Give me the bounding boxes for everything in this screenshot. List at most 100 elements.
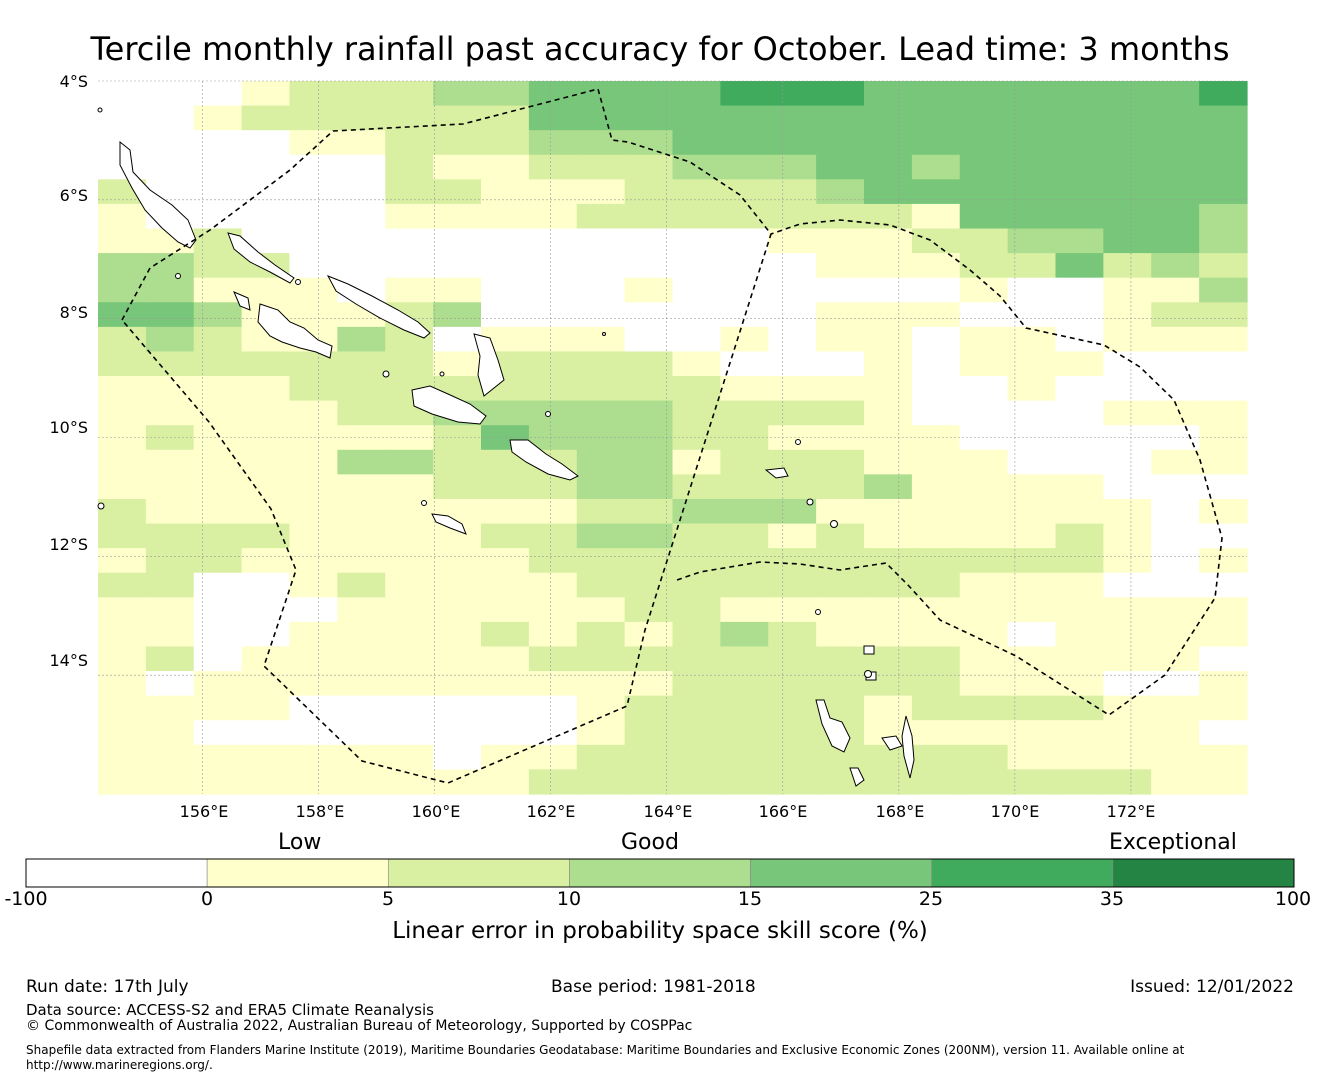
islet-1 xyxy=(97,107,103,113)
grid-cell-r27-c0 xyxy=(98,744,147,771)
grid-cell-r23-c11 xyxy=(624,646,674,672)
grid-cell-r23-c17 xyxy=(911,646,961,672)
grid-cell-r26-c12 xyxy=(672,720,721,746)
grid-cell-r0-c3 xyxy=(241,81,291,107)
grid-cell-r13-c10 xyxy=(576,400,626,426)
grid-cell-r9-c14 xyxy=(768,302,817,328)
grid-cell-r12-c4 xyxy=(289,376,338,402)
grid-cell-r24-c17 xyxy=(911,671,961,697)
copyright: © Commonwealth of Australia 2022, Austra… xyxy=(26,1018,693,1034)
lon-label-164e: 164°E xyxy=(643,802,693,821)
grid-cell-r10-c19 xyxy=(1007,326,1057,353)
grid-cell-r8-c12 xyxy=(672,277,721,303)
grid-cell-r11-c16 xyxy=(864,351,913,377)
grid-cell-r6-c13 xyxy=(720,228,769,254)
grid-cell-r5-c9 xyxy=(528,203,578,230)
grid-cell-r14-c9 xyxy=(528,425,578,451)
island-rennell xyxy=(431,513,467,535)
grid-cell-r7-c10 xyxy=(576,253,626,279)
grid-cell-r22-c16 xyxy=(864,621,913,648)
grid-cell-r11-c12 xyxy=(672,351,721,377)
grid-cell-r1-c2 xyxy=(193,105,243,131)
grid-cell-r18-c11 xyxy=(624,523,674,549)
grid-cell-r23-c21 xyxy=(1103,646,1152,672)
grid-cell-r2-c2 xyxy=(193,130,243,156)
grid-cell-r17-c21 xyxy=(1103,498,1152,525)
grid-cell-r18-c13 xyxy=(720,523,769,549)
grid-cell-r0-c16 xyxy=(864,81,913,107)
grid-cell-r28-c18 xyxy=(959,769,1009,795)
grid-cell-r11-c6 xyxy=(385,351,434,377)
grid-cell-r22-c17 xyxy=(911,621,961,648)
grid-cell-r13-c23 xyxy=(1199,400,1248,426)
grid-cell-r4-c12 xyxy=(672,179,721,205)
grid-cell-r27-c13 xyxy=(720,744,769,771)
grid-cell-r8-c3 xyxy=(241,277,291,303)
grid-cell-r14-c22 xyxy=(1151,425,1200,451)
grid-cell-r13-c1 xyxy=(145,400,195,426)
grid-cell-r23-c5 xyxy=(337,646,386,672)
grid-cell-r21-c22 xyxy=(1151,597,1200,623)
grid-cell-r3-c17 xyxy=(911,154,961,180)
grid-cell-r5-c2 xyxy=(193,203,243,230)
grid-cell-r0-c1 xyxy=(145,81,195,107)
grid-cell-r4-c23 xyxy=(1199,179,1248,205)
grid-cell-r2-c10 xyxy=(576,130,626,156)
grid-cell-r23-c22 xyxy=(1151,646,1200,672)
grid-cell-r25-c1 xyxy=(145,695,195,721)
grid-cell-r26-c0 xyxy=(98,720,147,746)
grid-cell-r26-c2 xyxy=(193,720,243,746)
grid-cell-r12-c5 xyxy=(337,376,386,402)
grid-cell-r13-c15 xyxy=(816,400,865,426)
grid-cell-r13-c13 xyxy=(720,400,769,426)
grid-cell-r17-c22 xyxy=(1151,498,1200,525)
grid-cell-r10-c17 xyxy=(911,326,961,353)
grid-cell-r28-c5 xyxy=(337,769,386,795)
grid-cell-r20-c7 xyxy=(433,572,482,598)
grid-cell-r7-c16 xyxy=(864,253,913,279)
grid-cell-r18-c22 xyxy=(1151,523,1200,549)
grid-cell-r15-c7 xyxy=(433,449,482,475)
island-maewo xyxy=(849,767,865,787)
grid-cell-r24-c6 xyxy=(385,671,434,697)
grid-cell-r11-c11 xyxy=(624,351,674,377)
grid-cell-r18-c17 xyxy=(911,523,961,549)
grid-cell-r24-c18 xyxy=(959,671,1009,697)
grid-cell-r11-c18 xyxy=(959,351,1009,377)
grid-cell-r25-c4 xyxy=(289,695,338,721)
grid-cell-r8-c6 xyxy=(385,277,434,303)
grid-cell-r8-c16 xyxy=(864,277,913,303)
grid-cell-r2-c19 xyxy=(1007,130,1057,156)
grid-cell-r9-c10 xyxy=(576,302,626,328)
grid-cell-r22-c8 xyxy=(481,621,530,648)
grid-cell-r24-c4 xyxy=(289,671,338,697)
grid-cell-r8-c22 xyxy=(1151,277,1200,303)
grid-cell-r18-c2 xyxy=(193,523,243,549)
grid-cell-r25-c12 xyxy=(672,695,721,721)
grid-cell-r4-c8 xyxy=(481,179,530,205)
grid-cell-r16-c17 xyxy=(911,474,961,500)
grid-cell-r9-c21 xyxy=(1103,302,1152,328)
grid-cell-r26-c6 xyxy=(385,720,434,746)
grid-cell-r4-c22 xyxy=(1151,179,1200,205)
island-ndeni xyxy=(764,467,789,479)
grid-cell-r7-c17 xyxy=(911,253,961,279)
grid-cell-r12-c0 xyxy=(98,376,147,402)
grid-cell-r19-c0 xyxy=(98,548,147,574)
grid-cell-r10-c1 xyxy=(145,326,195,353)
grid-cell-r20-c21 xyxy=(1103,572,1152,598)
grid-cell-r18-c8 xyxy=(481,523,530,549)
grid-cell-r28-c14 xyxy=(768,769,817,795)
shapefile-credit: Shapefile data extracted from Flanders M… xyxy=(26,1043,1185,1072)
grid-cell-r20-c14 xyxy=(768,572,817,598)
grid-cell-r4-c14 xyxy=(768,179,817,205)
grid-cell-r25-c18 xyxy=(959,695,1009,721)
grid-cell-r6-c22 xyxy=(1151,228,1200,254)
grid-cell-r2-c12 xyxy=(672,130,721,156)
grid-cell-r18-c4 xyxy=(289,523,338,549)
grid-cell-r10-c12 xyxy=(672,326,721,353)
grid-cell-r21-c1 xyxy=(145,597,195,623)
grid-cell-r20-c11 xyxy=(624,572,674,598)
grid-cell-r22-c20 xyxy=(1055,621,1104,648)
grid-cell-r4-c20 xyxy=(1055,179,1104,205)
